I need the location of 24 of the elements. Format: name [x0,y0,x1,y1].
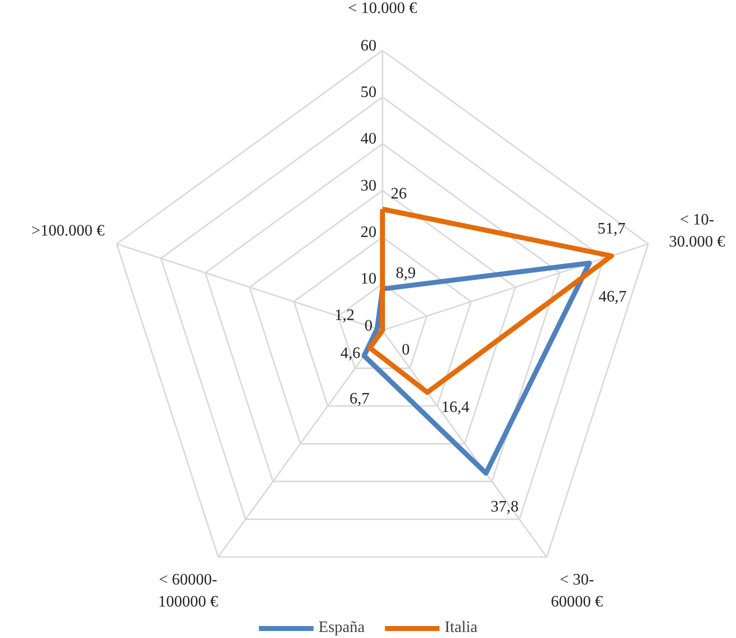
y-tick-label: 60 [360,37,376,54]
data-label: 37,8 [490,498,519,516]
spoke-label: < 10.000 € [348,0,417,17]
data-label: 46,7 [598,288,627,306]
y-tick-label: 50 [360,84,376,102]
data-label: 4,6 [340,345,360,362]
y-tick-label: 20 [360,224,376,242]
y-tick-label: 0 [364,317,372,334]
y-tick-label: 10 [360,270,376,288]
data-label: 16,4 [441,398,470,416]
y-tick-label: 30 [360,177,376,194]
legend-label: Italia [444,619,478,637]
spoke-label: < 60000- 100000 € [158,571,218,611]
spoke-label: < 10- 30.000 € [669,211,726,251]
data-label: 1,2 [334,307,355,324]
y-tick-label: 40 [360,130,376,148]
data-label: 8,9 [396,265,416,282]
data-label: 26 [390,185,407,202]
legend-label: España [318,619,365,637]
spoke-label: < 30- 60000 € [550,571,603,611]
data-label: 51,7 [598,220,626,238]
spoke-label: >100.000 € [31,222,104,240]
data-label: 0 [402,342,410,359]
data-label: 6,7 [349,390,370,408]
